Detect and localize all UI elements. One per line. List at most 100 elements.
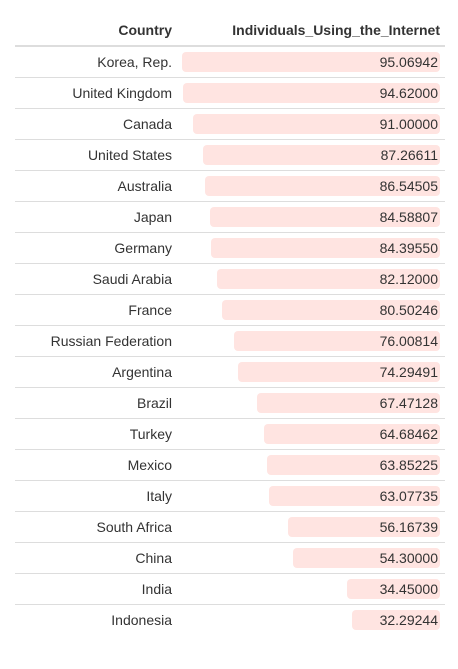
value-cell: 63.85225 [172, 449, 445, 481]
value-label: 91.00000 [379, 116, 438, 132]
bar-track: 74.29491 [182, 362, 440, 382]
value-cell: 54.30000 [172, 542, 445, 574]
value-label: 76.00814 [379, 333, 438, 349]
bar-track: 84.39550 [182, 238, 440, 258]
table-row: Brazil 67.47128 [15, 387, 445, 419]
value-bar [183, 83, 440, 103]
value-cell: 94.62000 [172, 77, 445, 109]
value-bar [205, 176, 440, 196]
bar-track: 84.58807 [182, 207, 440, 227]
column-header-internet-users[interactable]: Individuals_Using_the_Internet [172, 15, 445, 47]
bar-track: 64.68462 [182, 424, 440, 444]
data-table-container: Country Individuals_Using_the_Internet K… [15, 15, 445, 635]
table-row: United Kingdom 94.62000 [15, 77, 445, 109]
value-cell: 84.58807 [172, 201, 445, 233]
value-bar [233, 331, 440, 351]
value-bar [287, 517, 440, 537]
value-label: 74.29491 [379, 364, 438, 380]
value-label: 84.58807 [379, 209, 438, 225]
value-cell: 84.39550 [172, 232, 445, 264]
bar-track: 54.30000 [182, 548, 440, 568]
country-cell: Japan [15, 201, 172, 233]
value-label: 94.62000 [379, 85, 438, 101]
value-bar [217, 269, 440, 289]
table-body: Korea, Rep. 95.06942 United Kingdom 94.6200… [15, 46, 445, 635]
country-cell: Italy [15, 480, 172, 512]
value-cell: 74.29491 [172, 356, 445, 388]
value-cell: 67.47128 [172, 387, 445, 419]
value-bar [292, 548, 440, 568]
bar-track: 63.85225 [182, 455, 440, 475]
bar-track: 80.50246 [182, 300, 440, 320]
value-label: 84.39550 [379, 240, 438, 256]
value-bar [264, 424, 440, 444]
table-row: Saudi Arabia 82.12000 [15, 263, 445, 295]
country-cell: France [15, 294, 172, 326]
table-row: Indonesia 32.29244 [15, 604, 445, 635]
value-label: 67.47128 [379, 395, 438, 411]
value-cell: 64.68462 [172, 418, 445, 450]
value-cell: 63.07735 [172, 480, 445, 512]
bar-track: 94.62000 [182, 83, 440, 103]
country-cell: Canada [15, 108, 172, 140]
bar-track: 34.45000 [182, 579, 440, 599]
bar-track: 87.26611 [182, 145, 440, 165]
header-row: Country Individuals_Using_the_Internet [15, 15, 445, 47]
table-row: Korea, Rep. 95.06942 [15, 46, 445, 78]
table-row: Russian Federation 76.00814 [15, 325, 445, 357]
value-label: 82.12000 [379, 271, 438, 287]
value-bar [238, 362, 440, 382]
table-row: China 54.30000 [15, 542, 445, 574]
value-bar [221, 300, 440, 320]
value-bar [193, 114, 440, 134]
bar-track: 67.47128 [182, 393, 440, 413]
country-cell: Indonesia [15, 604, 172, 635]
value-cell: 76.00814 [172, 325, 445, 357]
country-cell: United Kingdom [15, 77, 172, 109]
value-label: 64.68462 [379, 426, 438, 442]
bar-track: 82.12000 [182, 269, 440, 289]
country-cell: China [15, 542, 172, 574]
value-label: 32.29244 [379, 612, 438, 628]
value-cell: 32.29244 [172, 604, 445, 635]
country-cell: Turkey [15, 418, 172, 450]
country-cell: Brazil [15, 387, 172, 419]
value-cell: 82.12000 [172, 263, 445, 295]
value-label: 86.54505 [379, 178, 438, 194]
value-label: 87.26611 [380, 147, 438, 163]
bar-track: 32.29244 [182, 610, 440, 630]
value-cell: 87.26611 [172, 139, 445, 171]
column-header-country[interactable]: Country [15, 15, 172, 47]
country-cell: South Africa [15, 511, 172, 543]
table-row: South Africa 56.16739 [15, 511, 445, 543]
value-cell: 56.16739 [172, 511, 445, 543]
value-bar [210, 238, 440, 258]
country-cell: Australia [15, 170, 172, 202]
value-bar [268, 486, 440, 506]
value-label: 34.45000 [379, 581, 438, 597]
table-row: Canada 91.00000 [15, 108, 445, 140]
value-cell: 86.54505 [172, 170, 445, 202]
data-table: Country Individuals_Using_the_Internet K… [15, 15, 445, 635]
country-cell: United States [15, 139, 172, 171]
value-bar [210, 207, 440, 227]
value-label: 63.07735 [379, 488, 438, 504]
value-bar [182, 52, 440, 72]
country-cell: India [15, 573, 172, 605]
table-row: Argentina 74.29491 [15, 356, 445, 388]
table-row: India 34.45000 [15, 573, 445, 605]
country-cell: Russian Federation [15, 325, 172, 357]
value-bar [346, 579, 440, 599]
table-row: France 80.50246 [15, 294, 445, 326]
value-bar [256, 393, 440, 413]
value-cell: 80.50246 [172, 294, 445, 326]
table-row: Italy 63.07735 [15, 480, 445, 512]
country-cell: Korea, Rep. [97, 54, 172, 70]
table-header: Country Individuals_Using_the_Internet [15, 15, 445, 47]
value-bar [203, 145, 440, 165]
country-cell: Argentina [15, 356, 172, 388]
country-cell: Saudi Arabia [15, 263, 172, 295]
value-label: 63.85225 [379, 457, 438, 473]
value-bar [352, 610, 440, 630]
value-label: 95.06942 [379, 54, 438, 70]
